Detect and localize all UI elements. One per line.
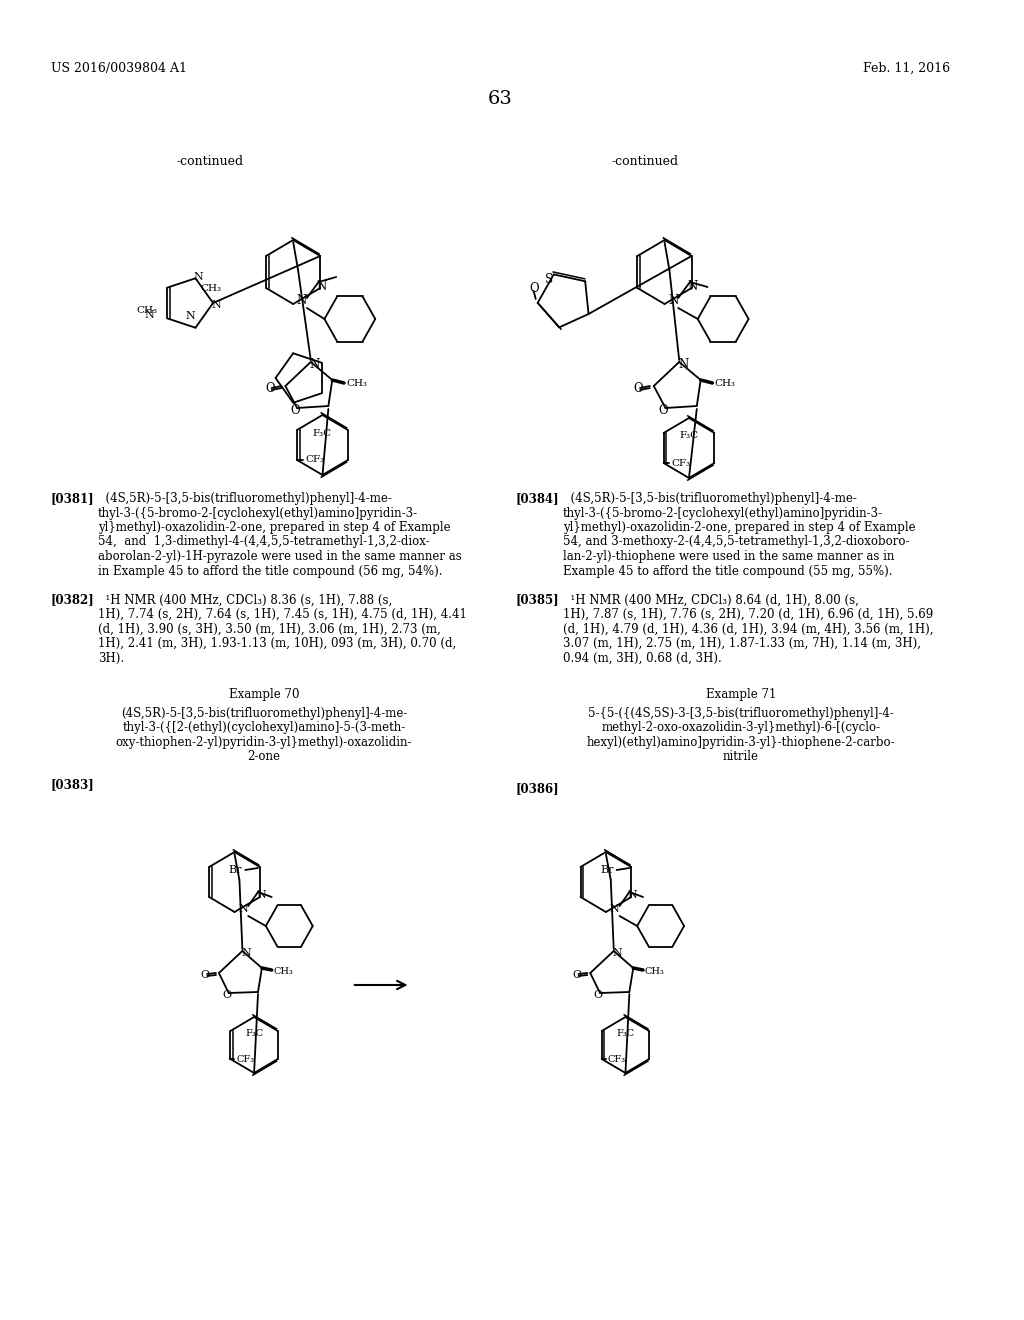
Text: CF₃: CF₃ [237, 1055, 254, 1064]
Text: N: N [211, 300, 221, 310]
Text: [0384]: [0384] [516, 492, 559, 506]
Text: N: N [687, 280, 697, 293]
Text: O: O [594, 990, 603, 1001]
Text: Br: Br [600, 865, 613, 875]
Text: 1H), 2.41 (m, 3H), 1.93-1.13 (m, 10H), 093 (m, 3H), 0.70 (d,: 1H), 2.41 (m, 3H), 1.93-1.13 (m, 10H), 0… [97, 638, 456, 649]
Text: aborolan-2-yl)-1H-pyrazole were used in the same manner as: aborolan-2-yl)-1H-pyrazole were used in … [97, 550, 462, 564]
Text: O: O [633, 381, 643, 395]
Text: [0383]: [0383] [51, 777, 94, 791]
Text: 1H), 7.87 (s, 1H), 7.76 (s, 2H), 7.20 (d, 1H), 6.96 (d, 1H), 5.69: 1H), 7.87 (s, 1H), 7.76 (s, 2H), 7.20 (d… [563, 609, 933, 620]
Text: N: N [316, 280, 327, 293]
Text: CH₃: CH₃ [136, 306, 158, 314]
Text: CF₃: CF₃ [672, 458, 690, 467]
Text: (4S,5R)-5-[3,5-bis(trifluoromethyl)phenyl]-4-me-: (4S,5R)-5-[3,5-bis(trifluoromethyl)pheny… [97, 492, 391, 506]
Text: thyl-3-({[2-(ethyl)(cyclohexyl)amino]-5-(3-meth-: thyl-3-({[2-(ethyl)(cyclohexyl)amino]-5-… [122, 721, 406, 734]
Text: 54, and 3-methoxy-2-(4,4,5,5-tetramethyl-1,3,2-dioxoboro-: 54, and 3-methoxy-2-(4,4,5,5-tetramethyl… [563, 536, 909, 549]
Text: [0385]: [0385] [516, 594, 559, 606]
Text: 3.07 (m, 1H), 2.75 (m, 1H), 1.87-1.33 (m, 7H), 1.14 (m, 3H),: 3.07 (m, 1H), 2.75 (m, 1H), 1.87-1.33 (m… [563, 638, 921, 649]
Text: N: N [144, 310, 155, 321]
Text: N: N [297, 294, 307, 308]
Text: Br: Br [228, 865, 243, 875]
Text: CH₃: CH₃ [715, 379, 735, 388]
Text: 2-one: 2-one [248, 750, 281, 763]
Text: ¹H NMR (400 MHz, CDCl₃) 8.36 (s, 1H), 7.88 (s,: ¹H NMR (400 MHz, CDCl₃) 8.36 (s, 1H), 7.… [97, 594, 392, 606]
Text: N: N [610, 904, 620, 913]
Text: CF₃: CF₃ [607, 1055, 626, 1064]
Text: CF₃: CF₃ [305, 455, 324, 465]
Text: N: N [678, 358, 688, 371]
Text: [0382]: [0382] [51, 594, 94, 606]
Text: -continued: -continued [611, 154, 679, 168]
Text: (4S,5R)-5-[3,5-bis(trifluoromethyl)phenyl]-4-me-: (4S,5R)-5-[3,5-bis(trifluoromethyl)pheny… [563, 492, 857, 506]
Text: N: N [239, 904, 248, 913]
Text: (4S,5R)-5-[3,5-bis(trifluoromethyl)phenyl]-4-me-: (4S,5R)-5-[3,5-bis(trifluoromethyl)pheny… [121, 706, 408, 719]
Text: (d, 1H), 3.90 (s, 3H), 3.50 (m, 1H), 3.06 (m, 1H), 2.73 (m,: (d, 1H), 3.90 (s, 3H), 3.50 (m, 1H), 3.0… [97, 623, 440, 635]
Text: oxy-thiophen-2-yl)pyridin-3-yl}methyl)-oxazolidin-: oxy-thiophen-2-yl)pyridin-3-yl}methyl)-o… [116, 735, 412, 748]
Text: N: N [309, 358, 319, 371]
Text: Feb. 11, 2016: Feb. 11, 2016 [863, 62, 950, 75]
Text: O: O [291, 404, 300, 417]
Text: 5-{5-({(4S,5S)-3-[3,5-bis(trifluoromethyl)phenyl]-4-: 5-{5-({(4S,5S)-3-[3,5-bis(trifluoromethy… [588, 706, 894, 719]
Text: F₃C: F₃C [245, 1028, 263, 1038]
Text: (d, 1H), 4.79 (d, 1H), 4.36 (d, 1H), 3.94 (m, 4H), 3.56 (m, 1H),: (d, 1H), 4.79 (d, 1H), 4.36 (d, 1H), 3.9… [563, 623, 934, 635]
Text: hexyl)(ethyl)amino]pyridin-3-yl}-thiophene-2-carbo-: hexyl)(ethyl)amino]pyridin-3-yl}-thiophe… [587, 735, 895, 748]
Text: F₃C: F₃C [616, 1028, 635, 1038]
Text: S: S [545, 273, 553, 286]
Text: O: O [265, 381, 274, 395]
Text: 0.94 (m, 3H), 0.68 (d, 3H).: 0.94 (m, 3H), 0.68 (d, 3H). [563, 652, 722, 664]
Text: thyl-3-({5-bromo-2-[cyclohexyl(ethyl)amino]pyridin-3-: thyl-3-({5-bromo-2-[cyclohexyl(ethyl)ami… [97, 507, 418, 520]
Text: [0386]: [0386] [516, 781, 559, 795]
Text: yl}methyl)-oxazolidin-2-one, prepared in step 4 of Example: yl}methyl)-oxazolidin-2-one, prepared in… [563, 521, 915, 535]
Text: CH₃: CH₃ [346, 379, 367, 388]
Text: CH₃: CH₃ [201, 284, 221, 293]
Text: in Example 45 to afford the title compound (56 mg, 54%).: in Example 45 to afford the title compou… [97, 565, 442, 578]
Text: N: N [612, 948, 623, 958]
Text: CH₃: CH₃ [645, 966, 665, 975]
Text: O: O [201, 970, 210, 979]
Text: nitrile: nitrile [723, 750, 759, 763]
Text: thyl-3-({5-bromo-2-[cyclohexyl(ethyl)amino]pyridin-3-: thyl-3-({5-bromo-2-[cyclohexyl(ethyl)ami… [563, 507, 883, 520]
Text: O: O [658, 404, 669, 417]
Text: US 2016/0039804 A1: US 2016/0039804 A1 [51, 62, 186, 75]
Text: -continued: -continued [176, 154, 244, 168]
Text: [0381]: [0381] [51, 492, 94, 506]
Text: 54,  and  1,3-dimethyl-4-(4,4,5,5-tetramethyl-1,3,2-diox-: 54, and 1,3-dimethyl-4-(4,4,5,5-tetramet… [97, 536, 429, 549]
Text: N: N [256, 890, 266, 900]
Text: N: N [669, 294, 679, 308]
Text: 1H), 7.74 (s, 2H), 7.64 (s, 1H), 7.45 (s, 1H), 4.75 (d, 1H), 4.41: 1H), 7.74 (s, 2H), 7.64 (s, 1H), 7.45 (s… [97, 609, 467, 620]
Text: Example 71: Example 71 [706, 688, 776, 701]
Text: 63: 63 [487, 90, 513, 108]
Text: N: N [185, 310, 196, 321]
Text: Example 45 to afford the title compound (55 mg, 55%).: Example 45 to afford the title compound … [563, 565, 892, 578]
Text: methyl-2-oxo-oxazolidin-3-yl}methyl)-6-[(cyclo-: methyl-2-oxo-oxazolidin-3-yl}methyl)-6-[… [601, 721, 881, 734]
Text: ¹H NMR (400 MHz, CDCl₃) 8.64 (d, 1H), 8.00 (s,: ¹H NMR (400 MHz, CDCl₃) 8.64 (d, 1H), 8.… [563, 594, 859, 606]
Text: F₃C: F₃C [313, 429, 332, 437]
Text: O: O [222, 990, 231, 1001]
Text: CH₃: CH₃ [273, 966, 294, 975]
Text: Example 70: Example 70 [228, 688, 299, 701]
Text: lan-2-yl)-thiophene were used in the same manner as in: lan-2-yl)-thiophene were used in the sam… [563, 550, 894, 564]
Text: 3H).: 3H). [97, 652, 124, 664]
Text: N: N [242, 948, 251, 958]
Text: O: O [572, 970, 582, 979]
Text: yl}methyl)-oxazolidin-2-one, prepared in step 4 of Example: yl}methyl)-oxazolidin-2-one, prepared in… [97, 521, 451, 535]
Text: N: N [628, 890, 637, 900]
Text: F₃C: F₃C [679, 432, 698, 441]
Text: O: O [529, 282, 539, 296]
Text: N: N [194, 272, 204, 282]
